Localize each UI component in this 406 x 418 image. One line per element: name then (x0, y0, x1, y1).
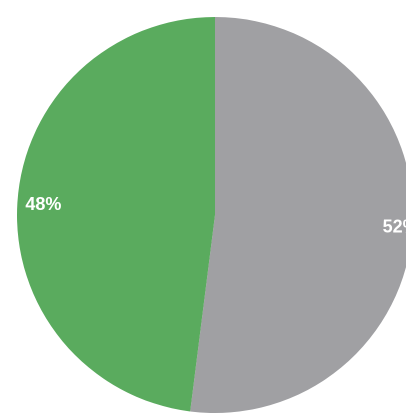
pie-labels: 52% 48% (25, 194, 406, 236)
pie-slice-2 (16, 17, 215, 412)
pie-slice-label-2: 48% (25, 194, 61, 214)
pie-slices (16, 17, 406, 413)
pie-slice-1 (190, 17, 406, 413)
pie-slice-label-1: 52% (383, 217, 406, 237)
